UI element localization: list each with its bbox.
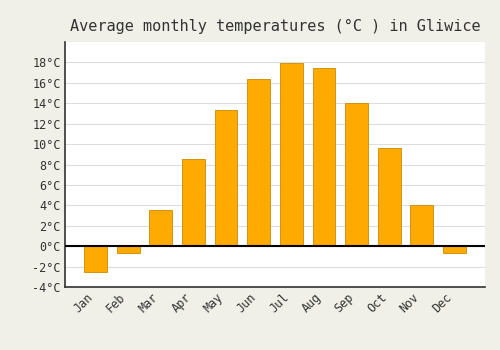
Bar <box>312 68 336 246</box>
Bar <box>116 246 140 253</box>
Bar <box>248 79 270 246</box>
Bar <box>443 246 466 253</box>
Title: Average monthly temperatures (°C ) in Gliwice: Average monthly temperatures (°C ) in Gl… <box>70 19 480 34</box>
Bar <box>182 159 205 246</box>
Bar <box>378 148 400 246</box>
Bar <box>280 63 302 246</box>
Bar <box>214 110 238 246</box>
Bar <box>150 210 172 246</box>
Bar <box>410 205 434 246</box>
Bar <box>345 103 368 246</box>
Bar <box>84 246 107 272</box>
